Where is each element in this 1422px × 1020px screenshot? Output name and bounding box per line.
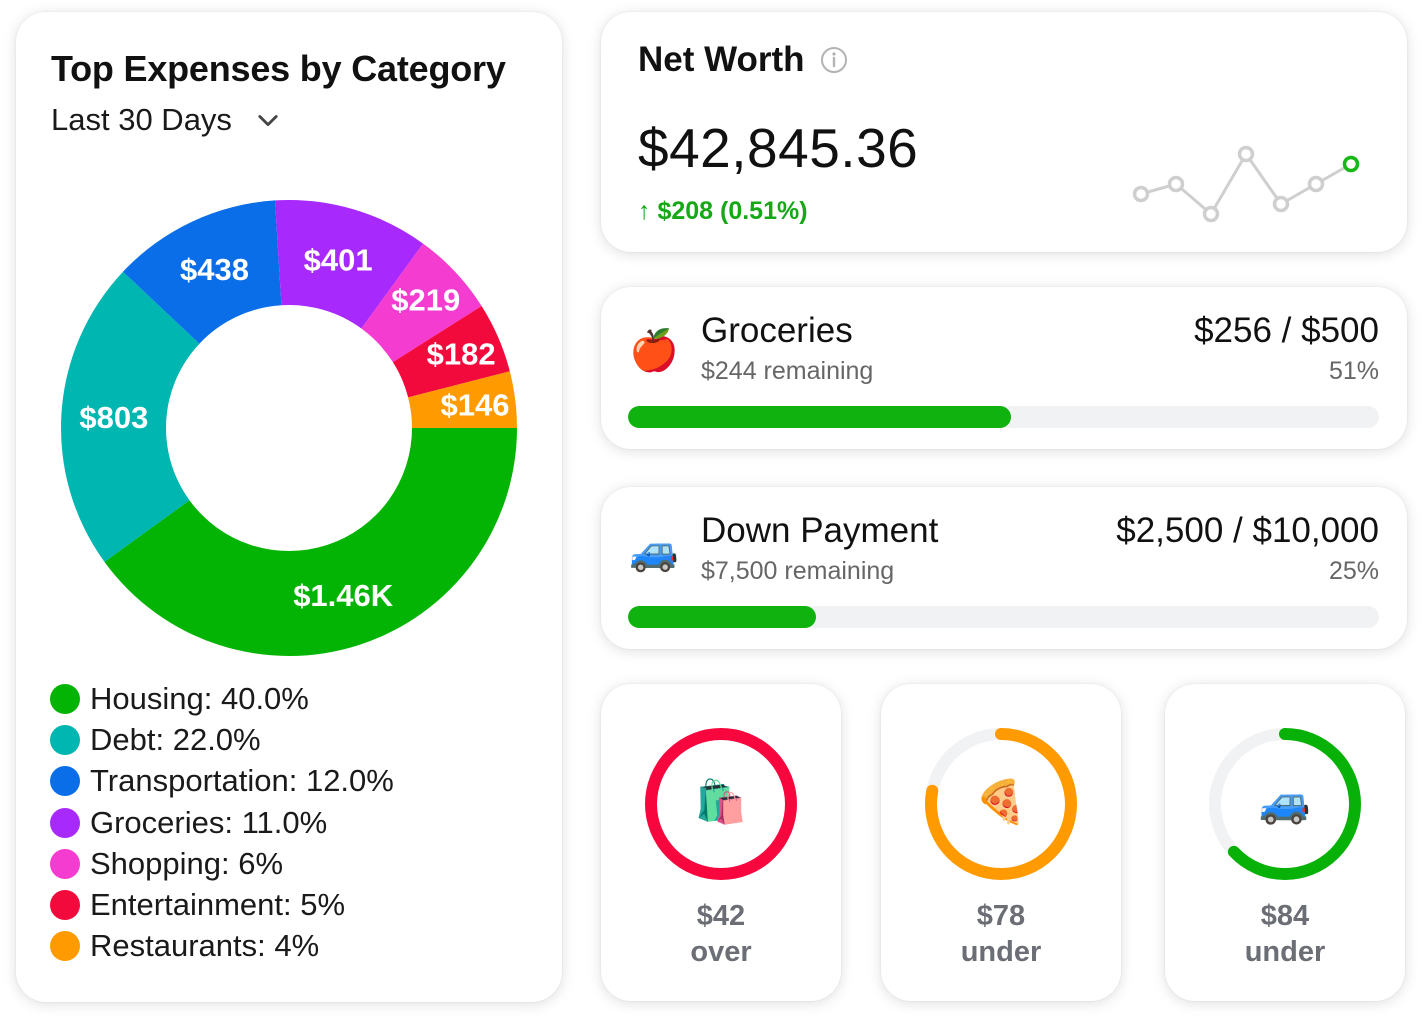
date-range-label: Last 30 Days — [51, 102, 232, 137]
donut-slice-label: $1.46K — [293, 578, 394, 613]
donut-slice-transportation[interactable] — [122, 200, 282, 344]
sparkline-point — [1132, 185, 1150, 203]
car-icon: 🚙 — [629, 529, 679, 573]
legend-label: Groceries: 11.0% — [90, 804, 328, 840]
sparkline-point — [1307, 175, 1325, 193]
legend-label: Debt: 22.0% — [90, 721, 261, 757]
goal-progress-bar — [628, 606, 1379, 628]
budget-ring-progress — [1209, 728, 1361, 880]
net-worth-title: Net Worth — [638, 40, 805, 79]
budget-ring-progress — [925, 728, 1077, 880]
apple-icon: 🍎 — [629, 329, 679, 373]
net-worth-change: ↑ $208 (0.51%) — [638, 197, 808, 225]
sparkline-point — [1342, 155, 1360, 173]
donut-slice-label: $182 — [427, 337, 496, 372]
donut-slice-label: $219 — [391, 283, 460, 318]
goal-card-down-payment[interactable]: 🚙 Down Payment $7,500 remaining $2,500 /… — [601, 487, 1407, 649]
legend-label: Restaurants: 4% — [90, 928, 320, 964]
donut-slice-housing[interactable] — [104, 428, 517, 656]
donut-slice-shopping[interactable] — [361, 243, 482, 363]
pizza-icon: 🍕 — [974, 778, 1028, 825]
budget-card-shopping[interactable]: 🛍️ $42 over — [601, 684, 841, 1001]
legend-label: Transportation: 12.0% — [90, 763, 394, 799]
goal-remaining: $244 remaining — [701, 357, 874, 385]
legend-item-shopping: Shopping: 6% — [50, 843, 394, 884]
legend-dot — [50, 807, 80, 838]
donut-slice-groceries[interactable] — [274, 200, 424, 329]
car-icon: 🚙 — [1258, 778, 1312, 825]
expenses-donut-chart: $1.46K $803 $438 $401 $219 $182 $146 — [61, 200, 517, 656]
legend-label: Shopping: 6% — [90, 845, 284, 881]
budget-ring — [925, 728, 1077, 880]
expenses-card: Top Expenses by Category Last 30 Days $1… — [16, 12, 562, 1002]
donut-slice-entertainment[interactable] — [392, 305, 510, 398]
legend-dot — [50, 766, 80, 797]
budget-amount: $84 — [1260, 900, 1310, 932]
legend-dot — [50, 724, 80, 755]
donut-slice-restaurants[interactable] — [408, 371, 517, 428]
info-icon[interactable] — [819, 45, 849, 75]
budget-card-restaurants[interactable]: 🍕 $78 under — [881, 684, 1121, 1001]
legend-item-entertainment: Entertainment: 5% — [50, 884, 394, 925]
goal-amount: $2,500 / $10,000 — [1116, 511, 1379, 550]
goal-name: Groceries — [701, 311, 853, 350]
goal-card-groceries[interactable]: 🍎 Groceries $244 remaining $256 / $500 5… — [601, 287, 1407, 449]
net-worth-header: Net Worth — [638, 40, 849, 80]
goal-percent: 51% — [1328, 357, 1379, 385]
net-worth-card[interactable]: Net Worth $42,845.36 ↑ $208 (0.51%) — [601, 12, 1407, 252]
budget-ring — [645, 728, 797, 880]
donut-slice-debt[interactable] — [61, 271, 200, 562]
goal-remaining: $7,500 remaining — [701, 557, 895, 585]
budget-status: under — [1244, 936, 1326, 968]
budget-card-auto[interactable]: 🚙 $84 under — [1165, 684, 1405, 1001]
sparkline-point — [1202, 205, 1220, 223]
legend-item-transportation: Transportation: 12.0% — [50, 761, 394, 802]
budget-status: under — [960, 936, 1042, 968]
goal-progress-fill — [628, 606, 816, 628]
expenses-legend: Housing: 40.0% Debt: 22.0% Transportatio… — [50, 678, 394, 967]
budget-status: over — [690, 936, 752, 968]
legend-dot — [50, 931, 80, 962]
legend-item-housing: Housing: 40.0% — [50, 678, 394, 719]
legend-label: Housing: 40.0% — [90, 680, 309, 716]
donut-slice-label: $803 — [79, 400, 148, 435]
chevron-down-icon — [258, 115, 278, 127]
legend-dot — [50, 890, 80, 921]
legend-item-restaurants: Restaurants: 4% — [50, 926, 394, 967]
goal-amount: $256 / $500 — [1194, 311, 1379, 350]
goal-progress-bar — [628, 406, 1379, 428]
donut-slice-label: $438 — [180, 252, 249, 287]
sparkline-point — [1167, 175, 1185, 193]
net-worth-sparkline — [1132, 145, 1360, 223]
goal-progress-fill — [628, 406, 1011, 428]
sparkline-point — [1272, 195, 1290, 213]
net-worth-value: $42,845.36 — [638, 117, 919, 179]
donut-slice-label: $146 — [441, 387, 510, 422]
legend-dot — [50, 848, 80, 879]
legend-item-groceries: Groceries: 11.0% — [50, 802, 394, 843]
goal-percent: 25% — [1328, 557, 1379, 585]
legend-label: Entertainment: 5% — [90, 887, 346, 923]
legend-item-debt: Debt: 22.0% — [50, 719, 394, 760]
expenses-title: Top Expenses by Category — [51, 48, 506, 89]
donut-slice-label: $401 — [304, 243, 373, 278]
shopping-bags-icon: 🛍️ — [694, 778, 748, 825]
budget-amount: $78 — [976, 900, 1026, 932]
date-range-dropdown[interactable]: Last 30 Days — [51, 102, 282, 138]
goal-name: Down Payment — [701, 511, 939, 550]
legend-dot — [50, 683, 80, 714]
sparkline-point — [1237, 145, 1255, 163]
budget-amount: $42 — [696, 900, 746, 932]
budget-ring-progress — [645, 728, 797, 880]
budget-ring — [1209, 728, 1361, 880]
